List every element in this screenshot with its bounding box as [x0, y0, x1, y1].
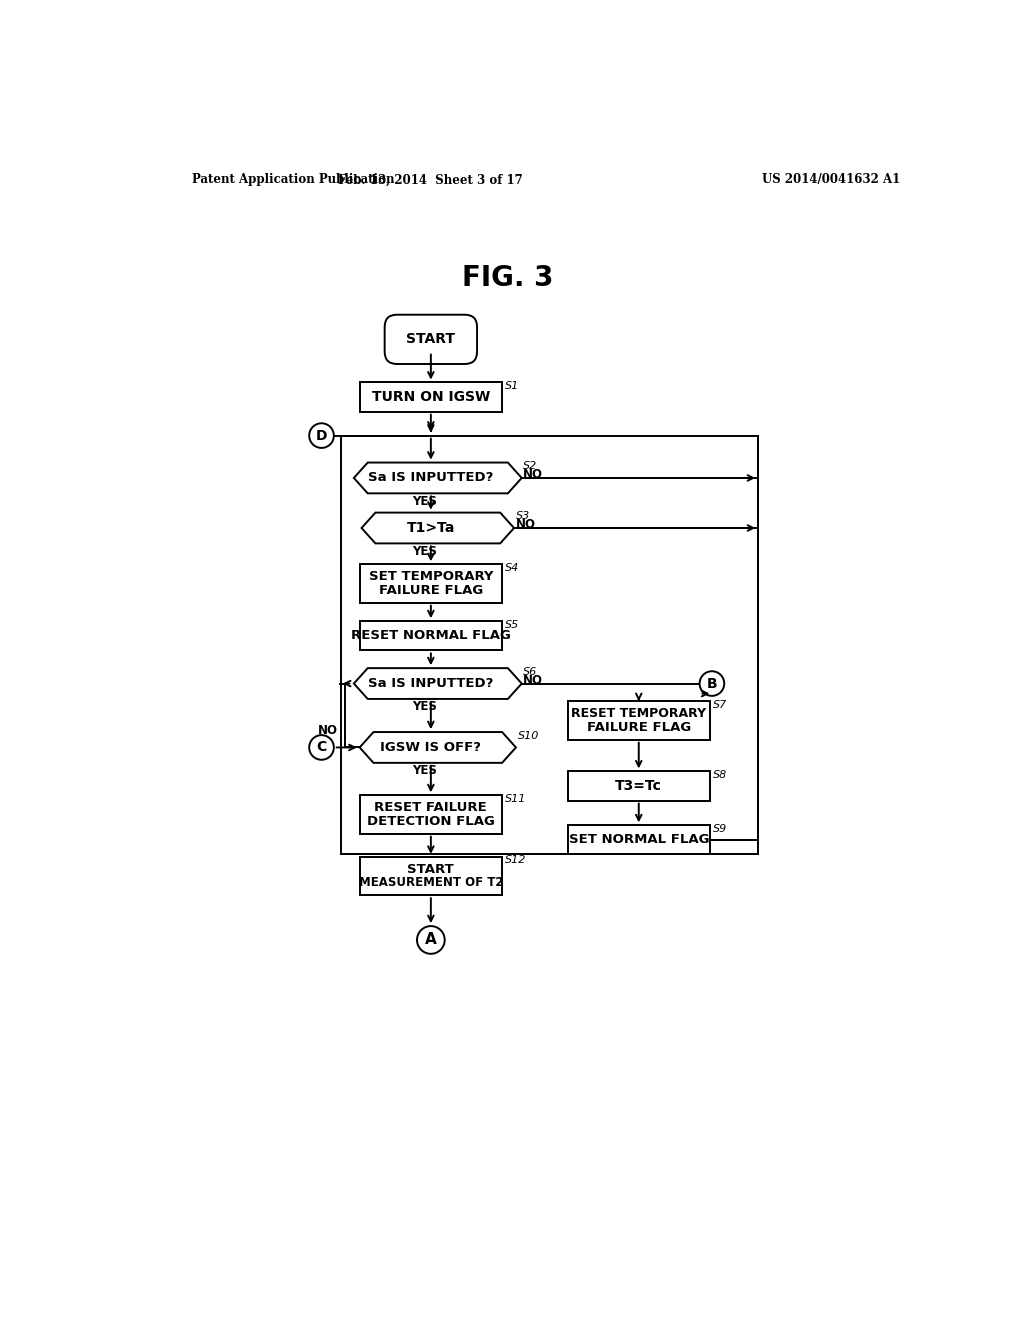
Text: B: B	[707, 677, 717, 690]
Polygon shape	[359, 733, 516, 763]
Text: YES: YES	[413, 764, 437, 777]
Text: Sa IS INPUTTED?: Sa IS INPUTTED?	[369, 677, 494, 690]
Text: FAILURE FLAG: FAILURE FLAG	[587, 721, 691, 734]
Text: FAILURE FLAG: FAILURE FLAG	[379, 583, 483, 597]
Text: YES: YES	[413, 495, 437, 508]
Text: NO: NO	[523, 469, 544, 482]
Text: YES: YES	[413, 545, 437, 558]
Text: S5: S5	[505, 619, 519, 630]
Text: S8: S8	[713, 770, 727, 780]
Text: T3=Tc: T3=Tc	[615, 779, 663, 793]
Text: S7: S7	[713, 700, 727, 710]
Bar	[359, 795, 502, 834]
Text: US 2014/0041632 A1: US 2014/0041632 A1	[762, 173, 900, 186]
Bar	[567, 771, 710, 800]
Polygon shape	[354, 668, 521, 700]
Text: MEASUREMENT OF T2: MEASUREMENT OF T2	[358, 876, 503, 890]
Text: TURN ON IGSW: TURN ON IGSW	[372, 391, 490, 404]
Text: D: D	[315, 429, 328, 442]
Text: C: C	[316, 741, 327, 755]
Text: T1>Ta: T1>Ta	[407, 521, 455, 535]
Text: IGSW IS OFF?: IGSW IS OFF?	[380, 741, 481, 754]
Text: S4: S4	[505, 562, 519, 573]
Text: NO: NO	[317, 723, 338, 737]
Bar	[341, 436, 758, 854]
Text: S2: S2	[523, 461, 538, 471]
Text: S10: S10	[517, 730, 539, 741]
FancyBboxPatch shape	[385, 314, 477, 364]
Text: YES: YES	[413, 701, 437, 714]
Text: S3: S3	[515, 511, 529, 521]
Text: NO: NO	[515, 519, 536, 532]
Text: FIG. 3: FIG. 3	[462, 264, 554, 292]
Text: RESET TEMPORARY: RESET TEMPORARY	[571, 708, 707, 721]
Polygon shape	[361, 512, 514, 544]
Polygon shape	[354, 462, 521, 494]
Bar	[359, 857, 502, 895]
Text: Patent Application Publication: Patent Application Publication	[193, 173, 394, 186]
Text: Feb. 13, 2014  Sheet 3 of 17: Feb. 13, 2014 Sheet 3 of 17	[339, 173, 523, 186]
Bar	[359, 383, 502, 412]
Text: S1: S1	[505, 381, 519, 391]
Bar	[567, 825, 710, 854]
Text: S9: S9	[713, 824, 727, 834]
Text: S11: S11	[505, 793, 526, 804]
Bar	[359, 622, 502, 651]
Circle shape	[309, 424, 334, 447]
Text: A: A	[425, 932, 436, 948]
Text: DETECTION FLAG: DETECTION FLAG	[367, 814, 495, 828]
Text: RESET NORMAL FLAG: RESET NORMAL FLAG	[351, 630, 511, 643]
Circle shape	[699, 671, 724, 696]
Text: S6: S6	[523, 667, 538, 677]
Circle shape	[309, 735, 334, 760]
Text: START: START	[407, 333, 456, 346]
Text: NO: NO	[523, 675, 544, 686]
Circle shape	[417, 927, 444, 954]
Text: START: START	[408, 862, 455, 875]
Text: Sa IS INPUTTED?: Sa IS INPUTTED?	[369, 471, 494, 484]
Text: SET NORMAL FLAG: SET NORMAL FLAG	[568, 833, 709, 846]
Text: S12: S12	[505, 855, 526, 865]
Bar	[567, 701, 710, 739]
Bar	[359, 564, 502, 603]
Text: RESET FAILURE: RESET FAILURE	[375, 801, 487, 814]
Text: SET TEMPORARY: SET TEMPORARY	[369, 570, 494, 583]
